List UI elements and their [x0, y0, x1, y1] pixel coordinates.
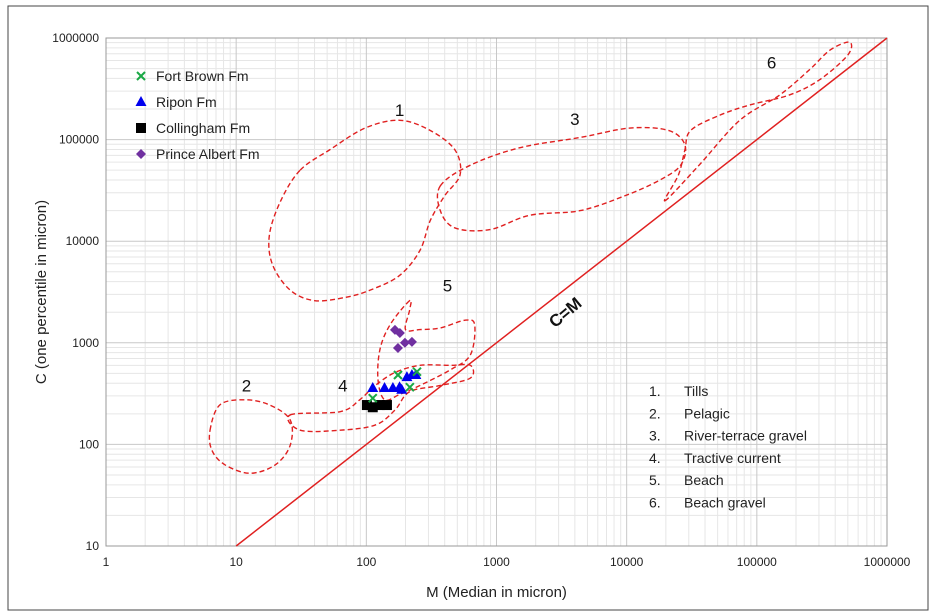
region-legend-number: 3.: [649, 428, 661, 444]
x-stroke: [368, 393, 378, 403]
ripon-fm-legend-marker: [135, 96, 147, 106]
region-6-label: 6: [767, 54, 776, 73]
region-3-contour: [436, 126, 687, 232]
region-3-label: 3: [570, 110, 579, 129]
region-legend-5: Beach: [684, 472, 724, 488]
ripon-fm-point: [367, 382, 379, 393]
region-legend-number: 4.: [649, 450, 661, 466]
fort-brown-fm-point: [393, 370, 403, 380]
prince-albert-fm-point: [406, 336, 417, 347]
ripon-fm-point: [379, 382, 391, 393]
x-tick-label: 1000000: [864, 555, 911, 569]
c-equals-m-line: [235, 37, 888, 547]
region-legend-2: Pelagic: [684, 405, 730, 421]
x-axis-label: M (Median in micron): [426, 584, 567, 601]
region-legend-4: Tractive current: [684, 450, 781, 466]
y-tick-label: 100000: [59, 133, 99, 147]
region-legend-6: Beach gravel: [684, 495, 766, 511]
y-tick-label: 10: [86, 539, 100, 553]
ripon-fm-legend-label: Ripon Fm: [156, 94, 217, 110]
fort-brown-fm-point: [412, 366, 422, 377]
region-legend-3: River-terrace gravel: [684, 428, 807, 444]
prince-albert-fm-legend-label: Prince Albert Fm: [156, 146, 259, 162]
collingham-fm-point: [367, 402, 378, 413]
region-2-label: 2: [242, 377, 251, 396]
prince-albert-fm-point: [399, 337, 410, 348]
region-4-label: 4: [338, 377, 347, 396]
x-tick-label: 1000: [483, 555, 510, 569]
x-stroke: [412, 366, 422, 377]
region-5-label: 5: [443, 276, 452, 295]
collingham-fm-point: [361, 400, 372, 411]
y-tick-label: 1000000: [52, 31, 99, 45]
x-tick-label: 1: [103, 555, 110, 569]
collingham-fm-legend-marker: [136, 123, 146, 133]
x-stroke: [405, 382, 415, 392]
y-tick-label: 10000: [66, 234, 100, 248]
region-legend-number: 1.: [649, 383, 661, 399]
y-tick-label: 100: [79, 437, 99, 451]
y-axis-label: C (one percentile in micron): [33, 200, 50, 384]
collingham-fm-point: [374, 400, 385, 411]
region-6-contour: [663, 41, 853, 202]
region-4-contour: [287, 363, 475, 433]
region-legend-number: 2.: [649, 405, 661, 421]
fort-brown-fm-point: [405, 382, 415, 392]
x-stroke: [136, 71, 146, 81]
plot-area-border: [105, 37, 888, 547]
ripon-fm-point: [396, 383, 408, 394]
region-1-contour: [268, 119, 462, 302]
fort-brown-fm-legend-label: Fort Brown Fm: [156, 68, 249, 84]
region-legend-number: 6.: [649, 495, 661, 511]
collingham-fm-legend-label: Collingham Fm: [156, 120, 250, 136]
prince-albert-fm-legend-marker: [136, 149, 146, 159]
region-1-label: 1: [395, 101, 404, 120]
fort-brown-fm-legend-marker: [136, 71, 146, 81]
region-legend-1: Tills: [684, 383, 708, 399]
fort-brown-fm-point: [368, 393, 378, 403]
region-2-contour: [208, 399, 294, 474]
x-tick-label: 100000: [737, 555, 777, 569]
y-tick-label: 1000: [72, 336, 99, 350]
x-tick-label: 100: [356, 555, 376, 569]
region-5-contour: [377, 299, 476, 402]
x-tick-label: 10000: [610, 555, 644, 569]
prince-albert-fm-point: [392, 342, 403, 353]
region-legend-number: 5.: [649, 472, 661, 488]
prince-albert-fm-point: [394, 327, 405, 338]
x-stroke: [393, 370, 403, 380]
collingham-fm-point: [381, 400, 392, 411]
x-tick-label: 10: [229, 555, 243, 569]
